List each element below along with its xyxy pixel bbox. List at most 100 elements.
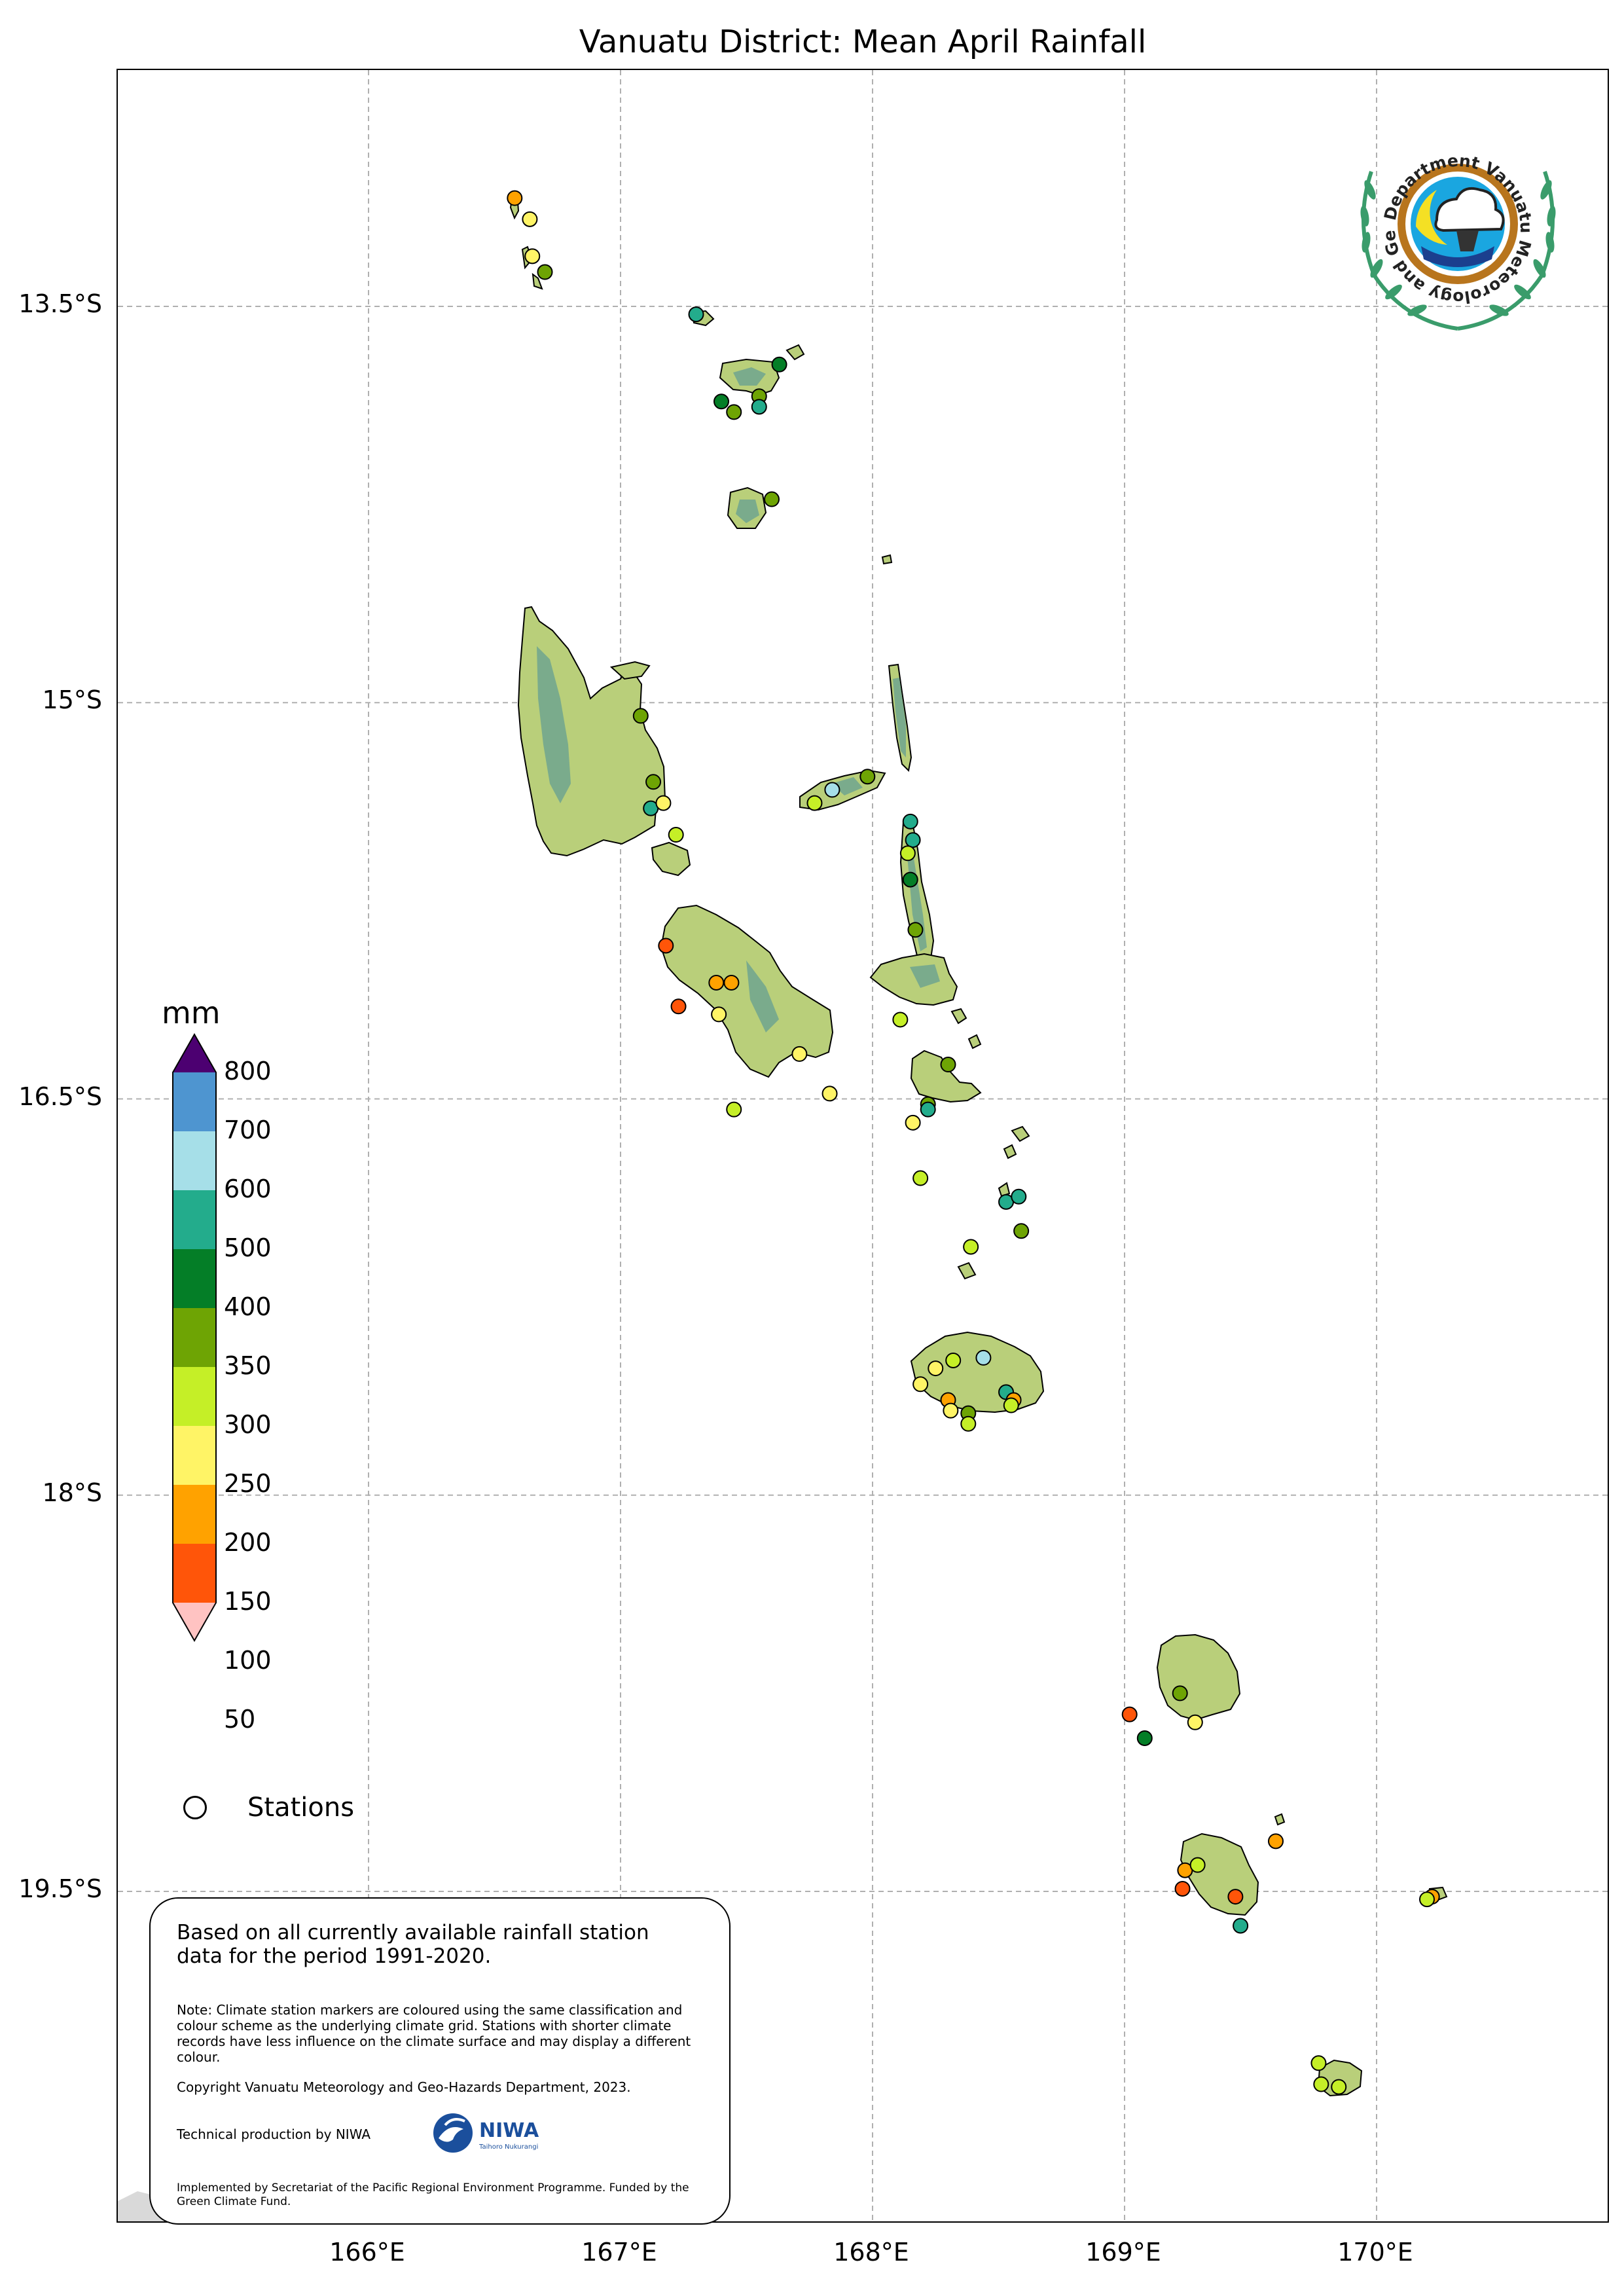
latitude-tick-label: 19.5°S <box>18 1874 102 1903</box>
station-marker[interactable] <box>1331 2079 1347 2095</box>
station-marker[interactable] <box>1187 1714 1203 1730</box>
station-marker[interactable] <box>806 795 823 811</box>
colorbar-bottom-extension <box>173 1603 216 1641</box>
station-marker[interactable] <box>1227 1889 1244 1905</box>
station-marker[interactable] <box>1011 1188 1027 1205</box>
station-marker[interactable] <box>764 491 780 507</box>
station-marker[interactable] <box>507 190 523 206</box>
station-marker[interactable] <box>711 1006 727 1023</box>
colorbar-top-extension <box>173 1034 216 1072</box>
station-marker[interactable] <box>791 1046 808 1062</box>
station-marker[interactable] <box>943 1402 959 1419</box>
station-marker[interactable] <box>658 938 674 954</box>
latitude-tick-label: 18°S <box>42 1478 102 1507</box>
highland-maewo <box>893 678 906 757</box>
longitude-tick-label: 170°E <box>1337 2238 1413 2267</box>
station-marker[interactable] <box>655 795 672 811</box>
station-marker[interactable] <box>859 769 876 785</box>
station-marker[interactable] <box>713 393 729 410</box>
vmgd-logo: Department Vanuatu Meteorology and Geo-H… <box>1345 111 1556 331</box>
station-marker[interactable] <box>632 708 649 724</box>
station-marker[interactable] <box>522 211 538 227</box>
colorbar-segment <box>173 1131 216 1190</box>
station-marker[interactable] <box>892 1011 909 1028</box>
station-marker[interactable] <box>1172 1685 1188 1702</box>
island-malakula <box>660 904 834 1078</box>
station-marker[interactable] <box>912 1376 929 1393</box>
colorbar-label: 100 <box>224 1646 272 1675</box>
colorbar-label: 50 <box>224 1705 256 1734</box>
highland-gaua <box>736 500 759 523</box>
colorbar-unit: mm <box>162 995 221 1030</box>
station-marker[interactable] <box>688 306 704 323</box>
station-marker[interactable] <box>723 974 740 991</box>
colorbar-label: 200 <box>224 1528 272 1557</box>
island-tanna <box>1180 1832 1259 1916</box>
station-marker[interactable] <box>940 1057 956 1073</box>
station-marker[interactable] <box>524 248 541 264</box>
station-marker[interactable] <box>1313 2076 1329 2092</box>
station-marker[interactable] <box>902 813 918 829</box>
station-marker[interactable] <box>1419 1891 1435 1908</box>
station-marker[interactable] <box>902 871 918 888</box>
highland-malakula <box>746 960 779 1032</box>
notes-production-text: Technical production by NIWA <box>177 2126 371 2142</box>
map-frame <box>117 69 1609 2223</box>
longitude-tick-label: 168°E <box>833 2238 909 2267</box>
station-marker[interactable] <box>963 1239 979 1255</box>
island-erromango <box>1156 1633 1241 1721</box>
station-marker[interactable] <box>726 1101 742 1118</box>
colorbar-label: 400 <box>224 1292 272 1321</box>
station-marker[interactable] <box>1268 1833 1284 1850</box>
longitude-tick-label: 166°E <box>329 2238 405 2267</box>
station-marker[interactable] <box>907 922 924 938</box>
station-marker[interactable] <box>1121 1706 1138 1722</box>
station-marker[interactable] <box>726 404 742 420</box>
station-marker[interactable] <box>668 827 684 843</box>
station-marker[interactable] <box>771 356 787 373</box>
notes-copyright-text: Copyright Vanuatu Meteorology and Geo-Ha… <box>177 2079 631 2095</box>
station-marker[interactable] <box>975 1349 992 1366</box>
station-marker[interactable] <box>708 974 725 991</box>
map-canvas[interactable] <box>118 70 1609 2223</box>
station-marker[interactable] <box>945 1352 962 1368</box>
station-marker[interactable] <box>824 782 840 798</box>
station-marker[interactable] <box>645 774 662 790</box>
island-nguna <box>957 1262 977 1280</box>
island-espiritu-santo-east <box>609 661 651 680</box>
station-marker[interactable] <box>960 1415 977 1432</box>
station-marker[interactable] <box>1003 1397 1019 1413</box>
sun-icon <box>1415 190 1447 245</box>
station-marker[interactable] <box>920 1101 936 1118</box>
station-marker[interactable] <box>1189 1857 1206 1873</box>
station-marker[interactable] <box>670 998 687 1015</box>
latitude-tick-label: 13.5°S <box>18 289 102 318</box>
island-emae <box>998 1182 1011 1197</box>
station-marker[interactable] <box>1136 1730 1153 1746</box>
station-marker[interactable] <box>899 845 916 862</box>
station-marker[interactable] <box>537 264 553 280</box>
niwa-logo-subtext: Taihoro Nukurangi <box>478 2143 538 2151</box>
station-marker[interactable] <box>1233 1918 1249 1934</box>
colorbar-segment <box>173 1249 216 1308</box>
station-marker[interactable] <box>928 1360 944 1377</box>
station-marker[interactable] <box>912 1170 929 1186</box>
colorbar-segment <box>173 1367 216 1426</box>
longitude-tick-label: 169°E <box>1085 2238 1161 2267</box>
island-aniwa <box>1274 1813 1286 1826</box>
flag-band-icon <box>1421 246 1494 267</box>
graticule <box>118 70 1608 2221</box>
station-marker[interactable] <box>1310 2055 1327 2071</box>
station-marker[interactable] <box>1174 1880 1191 1897</box>
station-marker[interactable] <box>1013 1223 1030 1239</box>
station-marker[interactable] <box>821 1085 838 1102</box>
island-espiritu-santo <box>517 606 666 857</box>
colorbar-segment <box>173 1190 216 1249</box>
colorbar-label: 250 <box>224 1469 272 1498</box>
station-marker[interactable] <box>905 832 921 848</box>
station-marker[interactable] <box>905 1114 921 1131</box>
station-marker[interactable] <box>751 399 767 415</box>
colorbar-segment <box>173 1485 216 1544</box>
latitude-tick-label: 16.5°S <box>18 1082 102 1111</box>
latitude-tick-label: 15°S <box>42 685 102 715</box>
